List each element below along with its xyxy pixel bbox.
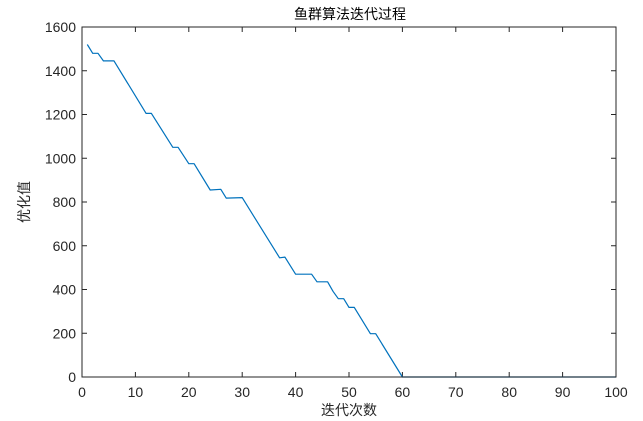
y-axis-ticks: 0 200 400 600 800 1000 1200 1400 1600: [45, 19, 616, 385]
x-tick-label: 20: [181, 384, 197, 400]
x-tick-label: 70: [448, 384, 464, 400]
x-tick-label: 90: [555, 384, 571, 400]
y-tick-label: 1600: [45, 19, 76, 35]
x-axis-ticks: 0 10 20 30 40 50 60 70 80 90 100: [78, 27, 628, 400]
x-tick-label: 100: [604, 384, 628, 400]
x-tick-label: 60: [395, 384, 411, 400]
y-tick-label: 0: [68, 369, 76, 385]
x-tick-label: 10: [128, 384, 144, 400]
x-tick-label: 0: [78, 384, 86, 400]
y-tick-label: 400: [53, 282, 77, 298]
y-tick-label: 1400: [45, 63, 76, 79]
y-tick-label: 200: [53, 325, 77, 341]
x-tick-label: 80: [501, 384, 517, 400]
x-tick-label: 50: [341, 384, 357, 400]
y-tick-label: 800: [53, 194, 77, 210]
x-tick-label: 40: [288, 384, 304, 400]
y-tick-label: 1000: [45, 150, 76, 166]
x-axis-title: 迭代次数: [321, 403, 377, 419]
y-axis-title: 优化值: [17, 181, 33, 223]
series-line: [86, 44, 616, 378]
y-tick-label: 1200: [45, 107, 76, 123]
chart-title: 鱼群算法迭代过程: [294, 6, 406, 23]
x-tick-label: 30: [234, 384, 250, 400]
series-layer: [86, 44, 616, 378]
y-tick-label: 600: [53, 238, 77, 254]
plot-frame: [81, 26, 617, 378]
